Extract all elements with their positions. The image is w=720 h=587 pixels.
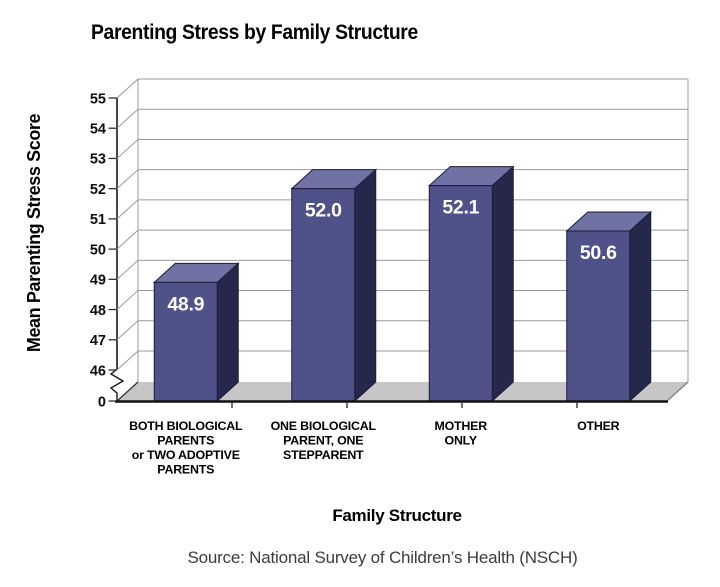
y-tick-label-47: 47 <box>90 333 106 349</box>
bar-value-label: 52.0 <box>305 200 342 222</box>
category-label-line: PARENTS <box>157 463 214 477</box>
chart-title: Parenting Stress by Family Structure <box>91 20 418 44</box>
y-tick-label-0: 0 <box>98 394 106 410</box>
bar-front-face <box>291 188 356 402</box>
bar-value-label: 50.6 <box>580 242 617 264</box>
bar-group-2: 52.0 <box>290 168 378 403</box>
category-label-line: OTHER <box>577 419 620 433</box>
y-tick-connector-53 <box>116 139 139 159</box>
y-tick-label-55: 55 <box>90 91 106 107</box>
y-tick-label-51: 51 <box>90 212 106 228</box>
y-axis-break <box>109 368 125 401</box>
bar-front-face <box>428 185 493 402</box>
y-tick-connector-46 <box>116 350 139 371</box>
y-tick-connector-48 <box>116 290 139 310</box>
source-note: Source: National Survey of Children’s He… <box>187 548 578 567</box>
bar-value-label: 52.1 <box>442 197 479 219</box>
floor-left-edge <box>116 381 139 402</box>
y-tick-connector-50 <box>116 229 139 250</box>
bar-side-face <box>216 262 239 403</box>
category-label-line: STEPPARENT <box>283 448 364 462</box>
category-label-line: PARENT, ONE <box>283 434 363 448</box>
y-tick-connector-51 <box>116 199 139 220</box>
bar-value-label: 48.9 <box>167 293 204 315</box>
x-axis-title: Family Structure <box>332 506 462 525</box>
y-tick-label-54: 54 <box>90 122 106 138</box>
y-tick-connector-54 <box>116 108 139 129</box>
bar-side-face <box>354 168 377 403</box>
y-tick-label-50: 50 <box>90 242 106 258</box>
bar-group-4: 50.6 <box>565 210 653 403</box>
category-label-line: or TWO ADOPTIVE <box>132 448 240 462</box>
category-label-line: ONLY <box>445 434 478 448</box>
category-label-line: BOTH BIOLOGICAL <box>129 419 243 433</box>
y-tick-label-49: 49 <box>90 273 106 289</box>
y-tick-label-52: 52 <box>90 182 106 198</box>
floor-right-edge <box>666 381 689 402</box>
y-tick-connector-47 <box>116 320 139 341</box>
category-label-line: PARENTS <box>157 434 214 448</box>
category-label-line: ONE BIOLOGICAL <box>271 419 377 433</box>
bar-side-face <box>629 210 652 403</box>
bar-front-face <box>153 281 218 402</box>
y-tick-label-53: 53 <box>90 152 106 168</box>
y-tick-label-46: 46 <box>90 363 106 379</box>
bar-group-3: 52.1 <box>427 165 515 403</box>
y-tick-connector-52 <box>116 169 139 190</box>
floor <box>117 382 688 401</box>
bar-side-face <box>491 165 514 403</box>
bar-front-face <box>566 230 631 402</box>
category-label-line: MOTHER <box>435 419 488 433</box>
y-tick-label-48: 48 <box>90 303 106 319</box>
y-tick-connector-49 <box>116 259 139 280</box>
bar-group-1: 48.9 <box>152 262 240 403</box>
y-tick-connector-55 <box>116 78 139 99</box>
